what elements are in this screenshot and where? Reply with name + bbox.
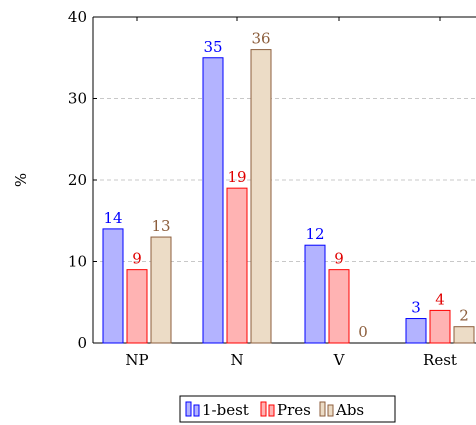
x-tick-label: NP (125, 351, 148, 369)
legend-box (179, 395, 396, 423)
bar-1-best-Rest (405, 318, 427, 344)
data-label: 36 (251, 30, 270, 48)
data-label: 4 (435, 290, 445, 308)
legend-label-Pres: Pres (277, 401, 311, 419)
legend-swatch-Abs (327, 404, 334, 417)
bar-Abs-Rest (453, 326, 475, 344)
y-tick-label: 10 (68, 253, 87, 271)
bar-Pres-V (328, 269, 350, 344)
data-label: 2 (459, 307, 469, 325)
data-label: 9 (132, 250, 142, 268)
data-label: 12 (305, 225, 324, 243)
data-label: 35 (203, 38, 222, 56)
data-label: 9 (334, 250, 344, 268)
legend-label-Abs: Abs (335, 401, 364, 419)
y-tick-label: 20 (68, 171, 87, 189)
data-label: 14 (103, 209, 122, 227)
legend-swatch-Pres (260, 401, 267, 417)
legend-swatch-Pres (268, 404, 275, 417)
x-tick-label: N (230, 351, 243, 369)
bar-Abs-N (250, 49, 272, 344)
legend-label-1-best: 1-best (202, 401, 249, 419)
data-label: 19 (227, 168, 246, 186)
legend-swatch-1-best (193, 404, 200, 417)
y-tick-label: 0 (77, 334, 87, 352)
bar-1-best-N (202, 57, 224, 344)
data-label: 13 (151, 217, 170, 235)
y-tick-label: 30 (68, 90, 87, 108)
bar-Pres-Rest (429, 309, 451, 344)
bar-Pres-N (226, 187, 248, 344)
bar-Abs-NP (150, 236, 172, 344)
y-tick-label: 40 (68, 8, 87, 26)
data-label: 3 (411, 299, 421, 317)
bar-1-best-V (304, 244, 326, 344)
legend-swatch-1-best (185, 401, 192, 417)
bar-1-best-NP (102, 228, 124, 344)
x-tick-label: Rest (423, 351, 457, 369)
legend-swatch-Abs (319, 401, 326, 417)
bar-Pres-NP (126, 269, 148, 344)
data-label: 0 (358, 323, 368, 341)
y-axis-label: % (12, 173, 30, 187)
x-tick-label: V (333, 351, 346, 369)
